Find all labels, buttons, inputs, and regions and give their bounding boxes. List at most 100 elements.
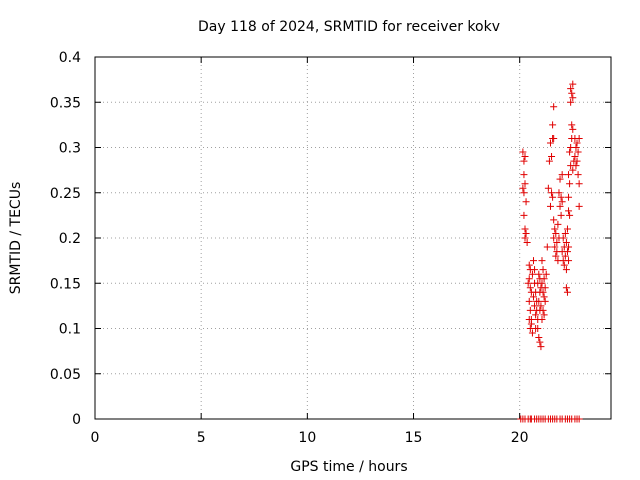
data-point: [550, 134, 558, 142]
y-tick-labels: 0 0.05 0.1 0.15 0.2 0.25 0.3 0.35 0.4: [50, 50, 81, 428]
data-point: [572, 162, 580, 170]
y-tick-label: 0: [72, 412, 81, 428]
data-point: [546, 202, 554, 210]
data-point: [551, 225, 559, 233]
data-point: [519, 148, 527, 156]
data-point: [538, 315, 546, 323]
data-point: [555, 189, 563, 197]
data-point: [536, 338, 544, 346]
data-point: [537, 302, 545, 310]
data-point: [565, 207, 573, 215]
data-point: [534, 325, 542, 332]
data-point: [542, 270, 550, 278]
data-point: [568, 121, 576, 129]
x-tick-label: 10: [298, 430, 316, 446]
data-point: [565, 257, 573, 265]
data-point: [543, 243, 551, 251]
data-point: [520, 211, 528, 219]
data-point: [563, 248, 571, 256]
data-point: [566, 148, 574, 156]
x-tick-label: 15: [405, 430, 423, 446]
data-point: [558, 198, 566, 206]
data-point: [563, 225, 571, 233]
x-axis-label: GPS time / hours: [290, 459, 407, 475]
data-point: [532, 311, 540, 319]
data-point: [539, 306, 547, 314]
data-point: [521, 234, 529, 242]
axis-ticks: [94, 56, 611, 420]
data-point: [522, 229, 530, 237]
data-point: [558, 171, 566, 179]
data-point: [557, 211, 565, 219]
y-tick-label: 0.05: [50, 367, 81, 383]
data-point: [575, 415, 583, 423]
data-point: [521, 153, 529, 161]
data-point: [520, 171, 528, 179]
data-point: [526, 284, 534, 292]
data-point: [520, 157, 528, 165]
data-point: [567, 98, 575, 106]
data-point: [572, 144, 580, 151]
data-point: [568, 89, 576, 97]
data-point: [562, 239, 570, 247]
data-point: [575, 134, 583, 142]
data-point: [569, 166, 577, 174]
data-point: [569, 94, 577, 102]
data-point: [562, 284, 570, 292]
data-point: [540, 275, 548, 283]
data-point: [550, 216, 558, 224]
data-point: [525, 297, 533, 305]
data-point: [561, 252, 569, 260]
data-point: [556, 175, 564, 183]
data-point: [535, 270, 543, 278]
data-point: [549, 121, 557, 129]
data-point: [566, 211, 574, 219]
grid-lines: [95, 57, 611, 419]
y-tick-label: 0.2: [59, 231, 81, 247]
y-tick-label: 0.25: [50, 186, 81, 202]
data-points: [517, 80, 583, 423]
data-point: [569, 125, 577, 133]
data-point: [562, 266, 570, 274]
x-tick-labels: 0 5 10 15 20: [91, 430, 529, 446]
data-point: [565, 171, 573, 179]
data-point: [537, 343, 545, 351]
data-point: [551, 243, 559, 251]
plot-frame: [94, 56, 612, 420]
data-point: [527, 315, 535, 323]
data-point: [552, 229, 560, 237]
data-point: [574, 171, 582, 179]
x-tick-label: 5: [197, 430, 206, 446]
y-tick-label: 0.4: [59, 50, 81, 66]
data-point: [529, 293, 537, 301]
data-point: [541, 297, 549, 305]
data-point: [575, 180, 583, 188]
data-point: [550, 103, 558, 111]
data-point: [531, 266, 539, 274]
data-point: [538, 257, 546, 265]
data-point: [524, 279, 532, 287]
data-point: [573, 139, 581, 147]
data-point: [561, 229, 569, 237]
data-point: [548, 189, 556, 197]
y-tick-label: 0.1: [59, 322, 81, 338]
data-point: [525, 261, 533, 269]
data-point: [549, 193, 557, 201]
data-point: [575, 202, 583, 210]
data-point: [553, 239, 561, 247]
data-point: [540, 293, 548, 301]
data-point: [571, 153, 579, 161]
x-tick-label: 20: [511, 430, 529, 446]
data-point: [556, 202, 564, 210]
data-point: [522, 198, 530, 206]
data-point: [552, 252, 560, 260]
data-point: [557, 193, 565, 201]
data-point: [539, 288, 547, 296]
data-point: [521, 225, 529, 233]
data-point: [539, 266, 547, 274]
data-point: [559, 234, 567, 242]
data-point: [535, 334, 543, 342]
y-tick-label: 0.35: [50, 95, 81, 111]
data-point: [574, 148, 582, 156]
